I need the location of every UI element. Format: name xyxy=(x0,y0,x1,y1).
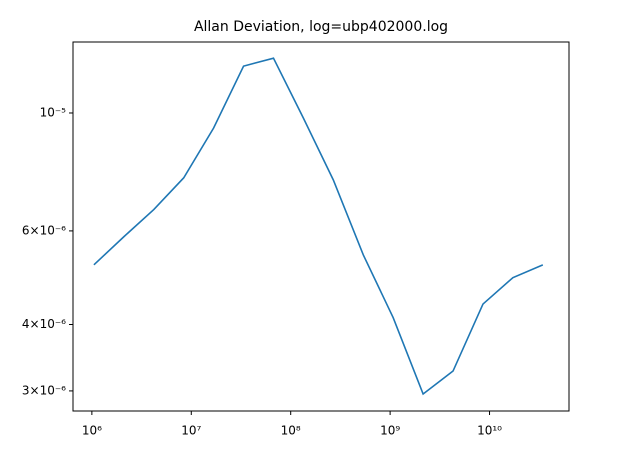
y-tick-label: 10⁻⁵ xyxy=(40,105,67,119)
y-tick-label: 6×10⁻⁶ xyxy=(22,223,66,237)
x-tick-label: 10⁶ xyxy=(82,424,102,438)
x-tick-label: 10¹⁰ xyxy=(477,424,502,438)
axes-frame xyxy=(72,41,570,412)
x-tick-label: 10⁸ xyxy=(281,424,301,438)
x-tick-label: 10⁹ xyxy=(380,424,400,438)
x-tick-label: 10⁷ xyxy=(181,424,201,438)
chart-title: Allan Deviation, log=ubp402000.log xyxy=(194,19,448,35)
data-line xyxy=(93,57,544,396)
y-tick-label: 3×10⁻⁶ xyxy=(22,383,66,397)
y-tick-label: 4×10⁻⁶ xyxy=(22,317,66,331)
